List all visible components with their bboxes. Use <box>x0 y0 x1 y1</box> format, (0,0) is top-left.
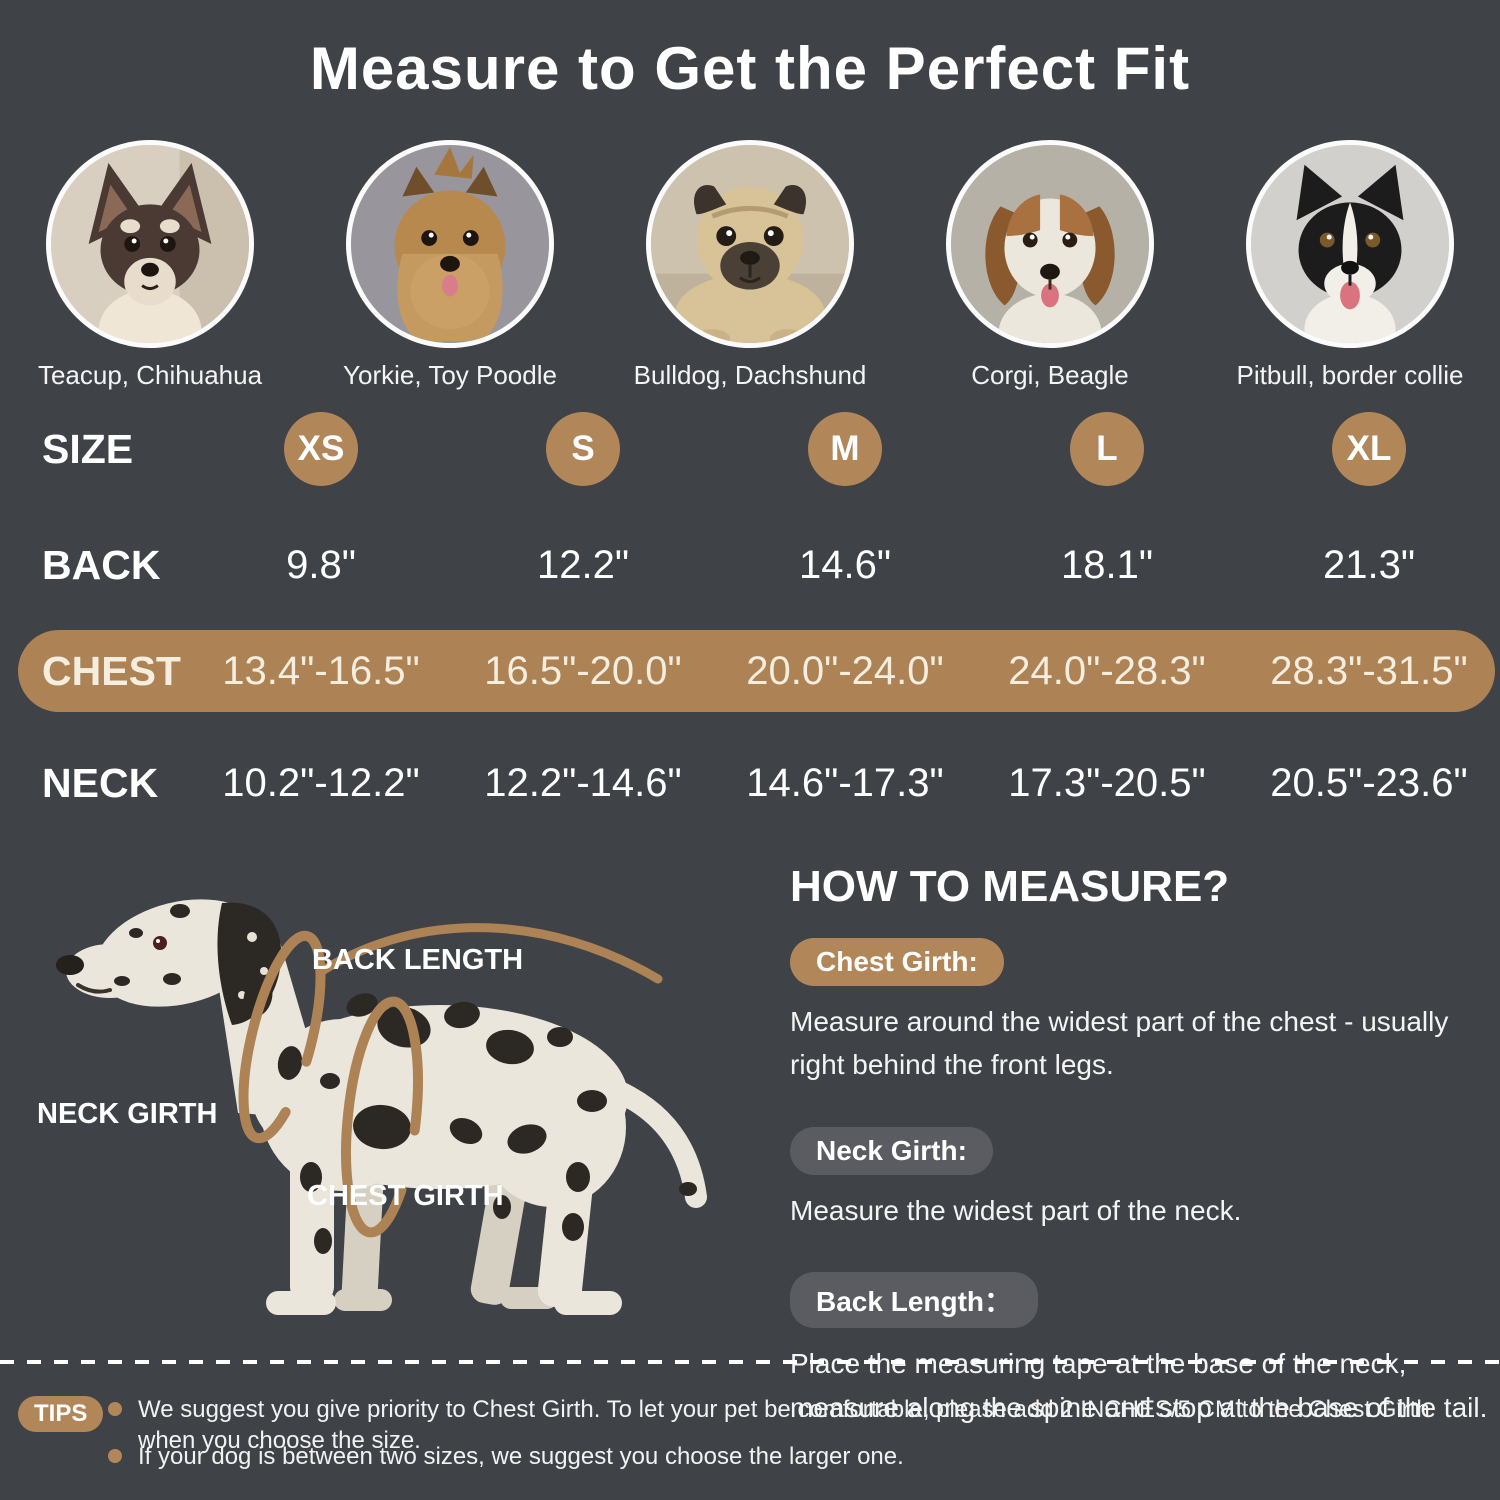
chest-row-highlight-band <box>18 630 1495 712</box>
back-value: 21.3" <box>1322 542 1416 587</box>
dog-breed-teacup-chihuahua: Teacup, Chihuahua <box>0 140 300 391</box>
back-length-badge: Back Length： <box>790 1272 1039 1329</box>
tip-item: We suggest you give priority to Chest Gi… <box>108 1394 1478 1456</box>
chest-value: 28.3"-31.5" <box>1270 648 1468 693</box>
size-badge-m: M <box>808 412 882 486</box>
size-badge-s: S <box>546 412 620 486</box>
dog-breed-label: Corgi, Beagle <box>971 360 1129 390</box>
dog-breed-label: Teacup, Chihuahua <box>37 360 263 390</box>
chest-value: 16.5"-20.0" <box>484 648 682 693</box>
bullet-icon <box>108 1449 122 1463</box>
dog-breed-label: Yorkie, Toy Poodle <box>343 360 557 390</box>
pug-dog-photo <box>646 140 854 348</box>
dog-breed-label: Pitbull, border collie <box>1236 360 1464 390</box>
tips-badge: TIPS <box>18 1396 104 1432</box>
tip-item: If your dog is between two sizes, we sug… <box>108 1441 904 1472</box>
chest-girth-badge: Chest Girth: <box>790 938 1004 986</box>
neck-value: 20.5"-23.6" <box>1270 760 1468 805</box>
chest-girth-instructions: Measure around the widest part of the ch… <box>790 1006 1449 1081</box>
dog-breed-label: Bulldog, Dachshund <box>633 360 867 390</box>
dog-breeds-row: Teacup, Chihuahua Yorkie, Toy P <box>0 140 1500 391</box>
chest-girth-label: CHEST GIRTH <box>307 1180 504 1212</box>
row-label-chest: CHEST <box>42 647 181 694</box>
chihuahua-dog-photo <box>46 140 254 348</box>
dalmatian-dog-illustration <box>30 875 720 1345</box>
neck-value: 17.3"-20.5" <box>1008 760 1206 805</box>
chest-value: 24.0"-28.3" <box>1008 648 1206 693</box>
neck-value: 12.2"-14.6" <box>484 760 682 805</box>
back-value: 14.6" <box>798 542 892 587</box>
row-label-back: BACK <box>42 541 161 588</box>
back-value: 9.8" <box>286 542 356 587</box>
back-value: 18.1" <box>1060 542 1154 587</box>
back-length-label: BACK LENGTH <box>312 944 524 976</box>
neck-value: 10.2"-12.2" <box>222 760 420 805</box>
table-row-neck: NECK 10.2"-12.2" 12.2"-14.6" 14.6"-17.3"… <box>0 756 1500 810</box>
how-to-measure-heading: HOW TO MEASURE? <box>790 862 1230 911</box>
dog-breed-pitbull-border-collie: Pitbull, border collie <box>1200 140 1500 391</box>
border-collie-dog-photo <box>1246 140 1454 348</box>
chest-value: 13.4"-16.5" <box>222 648 420 693</box>
dashed-divider <box>0 1360 1500 1364</box>
beagle-dog-photo <box>946 140 1154 348</box>
size-badge-l: L <box>1070 412 1144 486</box>
table-row-chest: CHEST 13.4"-16.5" 16.5"-20.0" 20.0"-24.0… <box>0 630 1500 712</box>
bullet-icon <box>108 1402 122 1416</box>
page-title: Measure to Get the Perfect Fit <box>309 35 1191 102</box>
neck-girth-badge: Neck Girth: <box>790 1126 993 1175</box>
how-to-measure-section: HOW TO MEASURE? Chest Girth: Measure aro… <box>790 862 1490 1469</box>
neck-girth-label: NECK GIRTH <box>37 1098 218 1130</box>
dog-breed-corgi-beagle: Corgi, Beagle <box>900 140 1200 391</box>
row-label-neck: NECK <box>42 759 159 806</box>
dog-breed-bulldog-dachshund: Bulldog, Dachshund <box>600 140 900 391</box>
yorkie-dog-photo <box>346 140 554 348</box>
chest-value: 20.0"-24.0" <box>746 648 944 693</box>
back-value: 12.2" <box>536 542 630 587</box>
size-badge-xl: XL <box>1332 412 1406 486</box>
dog-breed-yorkie-toy-poodle: Yorkie, Toy Poodle <box>300 140 600 391</box>
table-row-size: SIZE XS S M L XL <box>0 410 1500 488</box>
tip-text: If your dog is between two sizes, we sug… <box>138 1443 904 1470</box>
table-row-back: BACK 9.8" 12.2" 14.6" 18.1" 21.3" <box>0 538 1500 592</box>
row-label-size: SIZE <box>42 425 134 472</box>
neck-value: 14.6"-17.3" <box>746 760 944 805</box>
neck-girth-instructions: Measure the widest part of the neck. <box>790 1194 1242 1226</box>
size-badge-xs: XS <box>284 412 358 486</box>
tip-text: We suggest you give priority to Chest Gi… <box>138 1396 1430 1455</box>
